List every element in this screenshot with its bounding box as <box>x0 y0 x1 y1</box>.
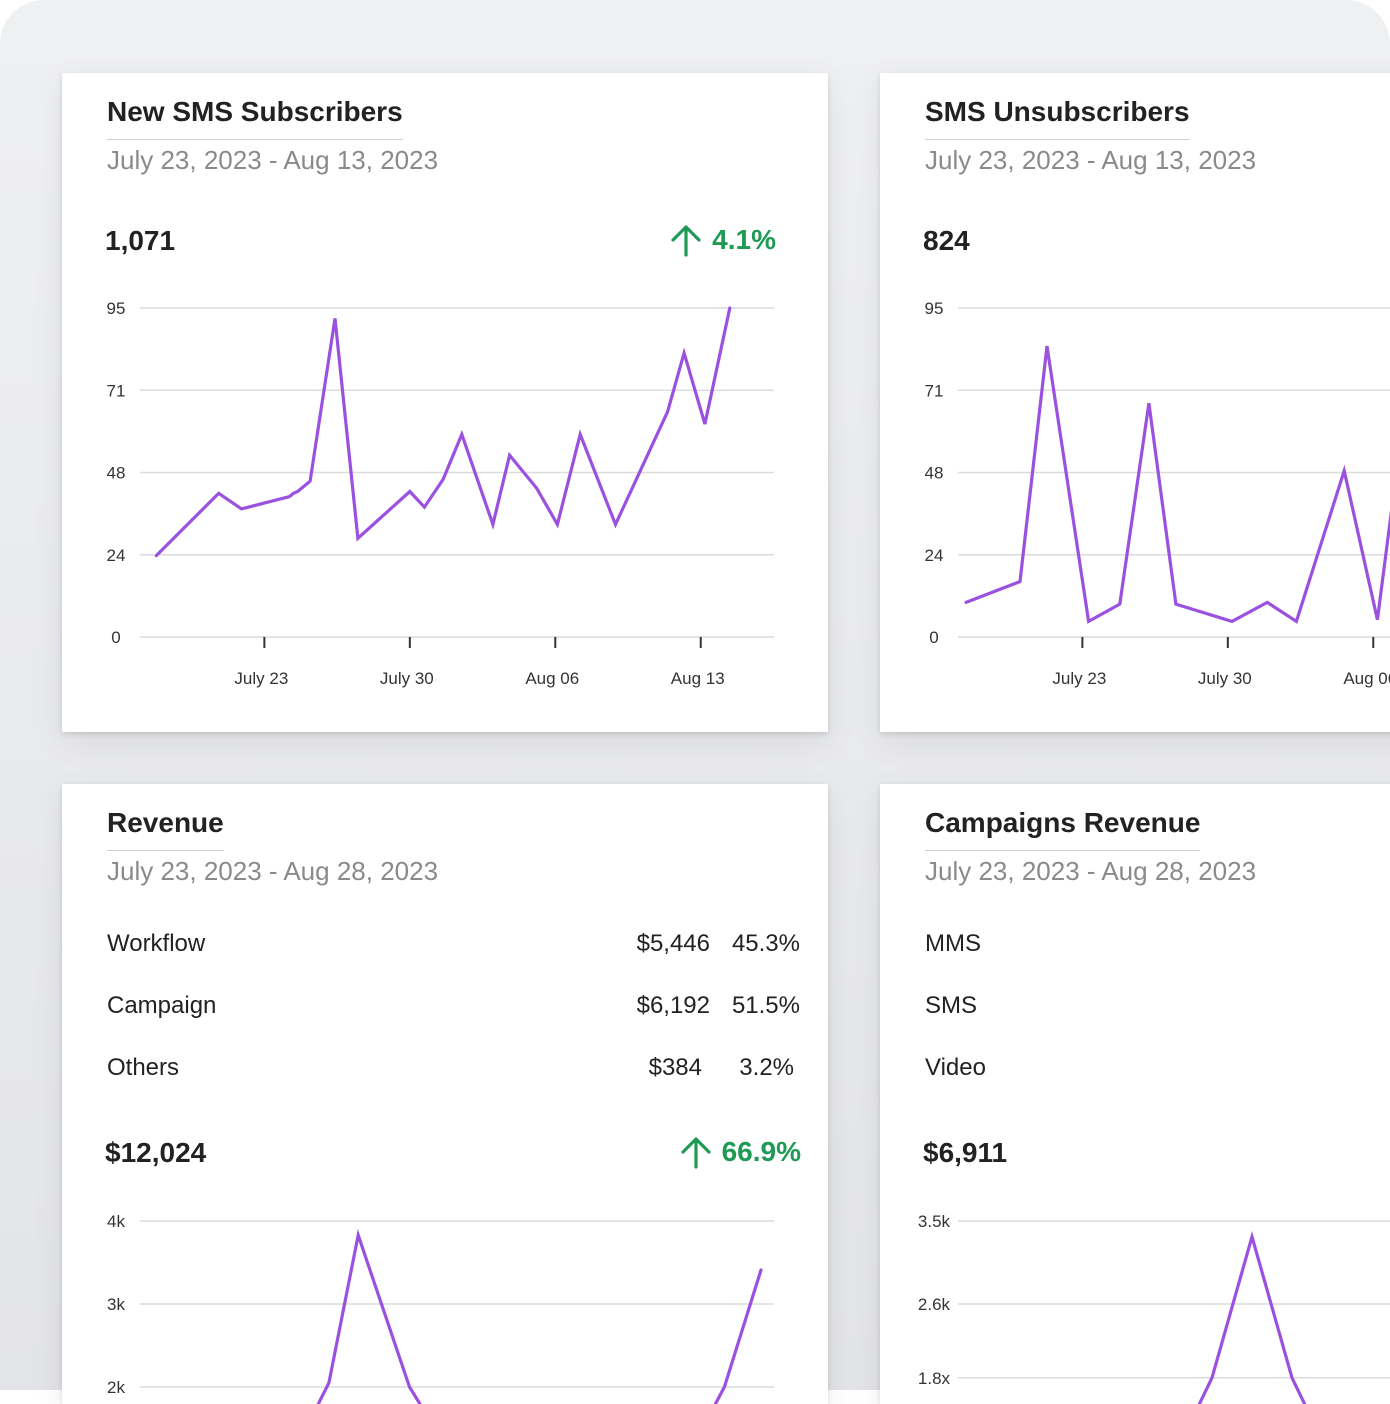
breakdown-label: Video <box>925 1054 986 1081</box>
change-indicator: 4.1% <box>670 223 776 257</box>
sms-unsubscribers-card: SMS Unsubscribers July 23, 2023 - Aug 13… <box>880 73 1390 732</box>
breakdown-row-campaign: Campaign $6,192 51.5% <box>107 992 800 1026</box>
card-total: $6,911 <box>923 1137 1008 1168</box>
x-tick-label: July 30 <box>1198 669 1252 688</box>
y-tick-label: 24 <box>925 546 944 565</box>
breakdown-amount: $5,446 <box>636 930 710 957</box>
x-tick-label: July 30 <box>380 669 434 688</box>
breakdown-row-video: Video <box>925 1054 1390 1088</box>
x-tick-label: Aug 06 <box>1343 669 1390 688</box>
breakdown-row-sms: SMS <box>925 992 1390 1026</box>
x-tick-label: Aug 06 <box>525 669 579 688</box>
y-tick-label: 95 <box>107 299 126 318</box>
y-tick-label: 3k <box>107 1295 125 1314</box>
change-percent: 4.1% <box>712 224 776 255</box>
y-tick-label: 24 <box>107 546 126 565</box>
card-title: SMS Unsubscribers <box>925 93 1190 140</box>
breakdown-row-workflow: Workflow $5,446 45.3% <box>107 930 800 964</box>
breakdown-label: SMS <box>925 992 978 1019</box>
revenue-line-chart: 4k 3k 2k <box>107 1212 774 1404</box>
change-indicator: 66.9% <box>680 1135 801 1169</box>
card-date-range: July 23, 2023 - Aug 28, 2023 <box>925 856 1257 886</box>
y-tick-label: 95 <box>925 299 944 318</box>
y-tick-label: 71 <box>107 381 126 400</box>
y-tick-label: 0 <box>111 628 120 647</box>
x-tick-label: July 23 <box>234 669 288 688</box>
series-line <box>154 306 732 558</box>
card-total: 824 <box>923 225 970 256</box>
y-tick-label: 4k <box>107 1212 125 1231</box>
y-tick-label: 48 <box>925 464 944 483</box>
card-date-range: July 23, 2023 - Aug 13, 2023 <box>107 145 439 175</box>
revenue-card: Revenue July 23, 2023 - Aug 28, 2023 Wor… <box>62 784 828 1404</box>
card-total: 1,071 <box>105 225 176 256</box>
card-title: Campaigns Revenue <box>925 804 1201 851</box>
breakdown-row-others: Others $384 3.2% <box>107 1054 800 1088</box>
y-tick-label: 0 <box>929 628 938 647</box>
breakdown-percent: 51.5% <box>731 992 800 1019</box>
breakdown-label: Campaign <box>107 992 217 1019</box>
breakdown-label: MMS <box>925 930 981 957</box>
change-percent: 66.9% <box>721 1136 801 1167</box>
series-line <box>1197 1230 1307 1404</box>
breakdown-amount: $384 <box>648 1054 702 1081</box>
y-tick-label: 3.5k <box>918 1212 951 1231</box>
breakdown-row-mms: MMS <box>925 930 1390 964</box>
new-sms-subscribers-card: New SMS Subscribers July 23, 2023 - Aug … <box>62 73 828 732</box>
campaigns-revenue-line-chart: 3.5k 2.6k 1.8x <box>918 1212 1390 1404</box>
new-sms-subscribers-line-chart: 0 24 48 71 95 July 23 July 30 Aug 06 Aug 13 <box>107 299 774 688</box>
breakdown-label: Others <box>107 1054 180 1081</box>
y-tick-label: 71 <box>925 381 944 400</box>
card-title: Revenue <box>107 804 224 851</box>
campaigns-revenue-card: Campaigns Revenue July 23, 2023 - Aug 28… <box>880 784 1390 1404</box>
x-tick-label: Aug 13 <box>671 669 725 688</box>
breakdown-label: Workflow <box>107 930 206 957</box>
x-tick-label: July 23 <box>1052 669 1106 688</box>
y-tick-label: 1.8x <box>918 1369 951 1388</box>
breakdown-percent: 3.2% <box>739 1054 794 1081</box>
y-tick-label: 48 <box>107 464 126 483</box>
card-date-range: July 23, 2023 - Aug 13, 2023 <box>925 145 1257 175</box>
card-title: New SMS Subscribers <box>107 93 403 140</box>
series-line <box>964 345 1390 624</box>
sms-unsubscribers-line-chart: 0 24 48 71 95 July 23 July 30 Aug 06 <box>925 299 1390 688</box>
breakdown-percent: 45.3% <box>731 930 800 957</box>
arrow-up-icon <box>671 225 701 257</box>
y-tick-label: 2k <box>107 1378 125 1397</box>
arrow-up-icon <box>680 1137 711 1169</box>
y-tick-label: 2.6k <box>918 1295 951 1314</box>
card-date-range: July 23, 2023 - Aug 28, 2023 <box>107 856 439 886</box>
series-line <box>316 1228 763 1404</box>
breakdown-amount: $6,192 <box>636 992 710 1019</box>
card-total: $12,024 <box>105 1137 207 1168</box>
